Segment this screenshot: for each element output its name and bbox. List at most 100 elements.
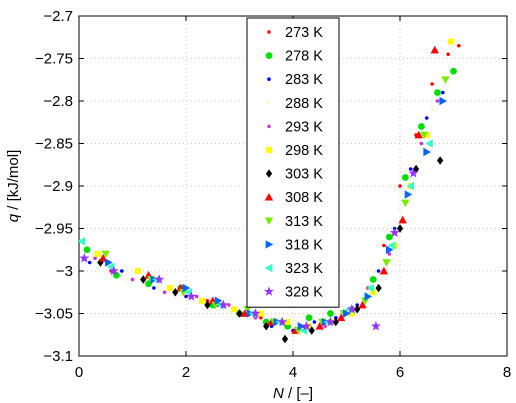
- data-point: [154, 274, 165, 284]
- legend-item: 273 K: [267, 25, 323, 41]
- data-point: [301, 321, 312, 331]
- data-point: [184, 288, 193, 297]
- legend-marker: [265, 240, 274, 249]
- data-point: [408, 167, 413, 171]
- legend-item: 278 K: [265, 49, 323, 65]
- data-point: [414, 158, 418, 163]
- data-point: [253, 315, 258, 320]
- y-axis-label: q / [kJ/mol]: [5, 150, 22, 223]
- legend-item: 318 K: [265, 237, 323, 253]
- data-point: [259, 315, 263, 320]
- legend-item: 323 K: [264, 261, 323, 277]
- data-point: [419, 141, 424, 146]
- x-tick-label: 4: [289, 364, 297, 381]
- legend-marker: [264, 263, 273, 273]
- data-point: [90, 252, 95, 256]
- data-point: [327, 310, 334, 317]
- data-point: [418, 123, 425, 130]
- data-point: [382, 243, 386, 248]
- series-328-k: [79, 168, 419, 331]
- data-point: [424, 116, 429, 120]
- legend-item: 328 K: [264, 285, 323, 301]
- data-point: [387, 252, 392, 256]
- legend-label: 323 K: [285, 261, 323, 277]
- data-point: [186, 291, 197, 301]
- data-point: [179, 288, 188, 297]
- data-point: [441, 90, 445, 95]
- data-point: [447, 38, 454, 45]
- data-point: [152, 286, 156, 290]
- data-point: [263, 322, 270, 331]
- data-point: [218, 299, 229, 310]
- data-point: [430, 45, 439, 54]
- legend-item: 288 K: [267, 96, 323, 112]
- data-point: [336, 313, 346, 322]
- legend-marker: [266, 147, 272, 153]
- data-point: [294, 327, 303, 335]
- data-point: [204, 300, 211, 310]
- data-point: [214, 296, 223, 305]
- data-point: [308, 326, 315, 335]
- data-point: [457, 43, 461, 48]
- data-point: [277, 316, 288, 327]
- legend-item: 293 K: [267, 119, 323, 135]
- data-point: [257, 310, 264, 317]
- x-tick-label: 8: [503, 364, 511, 381]
- data-point: [369, 276, 377, 283]
- data-point: [236, 309, 243, 318]
- data-point: [439, 96, 447, 106]
- legend-label: 313 K: [285, 214, 323, 230]
- legend-marker: [265, 52, 273, 59]
- legend-item: 308 K: [264, 190, 323, 206]
- legend-label: 293 K: [285, 119, 323, 135]
- data-point: [408, 168, 419, 178]
- data-point: [83, 246, 91, 254]
- data-point: [231, 306, 238, 313]
- x-tick-label: 2: [182, 364, 190, 381]
- legend: 273 K 278 K 283 K 288 K 293 K 298 K 303 K 308 K…: [246, 17, 340, 308]
- y-tick-label: −2.95: [35, 221, 73, 238]
- data-point: [134, 268, 141, 274]
- data-point: [385, 245, 394, 254]
- legend-label: 318 K: [285, 237, 323, 253]
- data-point: [125, 277, 129, 282]
- data-point: [430, 107, 434, 112]
- data-point: [325, 316, 336, 327]
- data-point: [93, 256, 97, 261]
- data-point: [401, 199, 410, 208]
- data-point: [227, 303, 231, 307]
- legend-marker: [264, 193, 274, 201]
- data-point: [332, 317, 339, 327]
- y-axis-variable: q: [5, 213, 22, 222]
- data-point: [414, 130, 423, 139]
- data-point: [312, 320, 317, 324]
- y-axis-unit: / [kJ/mol]: [5, 150, 22, 214]
- data-point: [401, 174, 409, 181]
- data-point: [364, 292, 373, 301]
- data-point: [419, 131, 429, 140]
- data-point: [425, 139, 433, 148]
- legend-marker: [267, 30, 271, 34]
- data-point: [205, 298, 210, 303]
- data-point: [430, 82, 434, 86]
- data-point: [162, 290, 167, 295]
- data-point: [434, 89, 441, 96]
- data-point: [130, 277, 135, 282]
- y-tick-label: −2.7: [43, 8, 73, 25]
- data-point: [423, 147, 431, 157]
- data-point: [343, 309, 351, 318]
- data-point: [87, 260, 92, 265]
- data-point: [398, 215, 407, 224]
- data-point: [358, 300, 367, 309]
- data-point: [354, 305, 361, 314]
- x-tick-label: 6: [396, 364, 404, 381]
- data-point: [406, 181, 415, 191]
- legend-label: 273 K: [285, 25, 323, 41]
- x-axis-label: N / [–]: [273, 385, 313, 402]
- data-point: [382, 259, 391, 267]
- data-point: [281, 334, 289, 344]
- data-point: [105, 258, 113, 267]
- data-point: [396, 224, 404, 233]
- data-point: [387, 241, 396, 250]
